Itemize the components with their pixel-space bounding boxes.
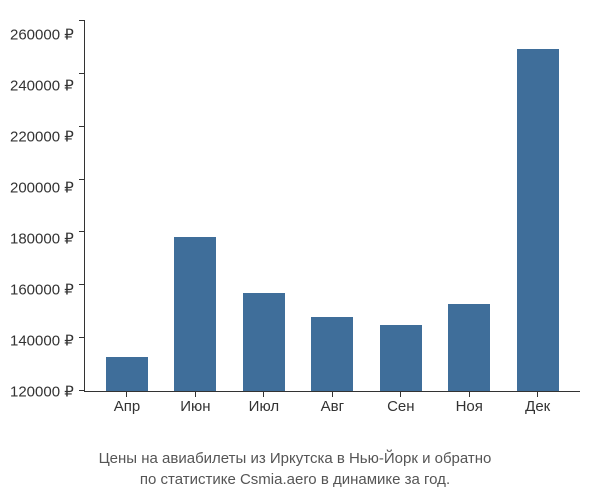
- chart-container: 260000 ₽ 240000 ₽ 220000 ₽ 200000 ₽ 180000 ₽…: [10, 20, 580, 392]
- x-tick: [195, 391, 196, 397]
- bar-slot: [302, 20, 362, 391]
- plot-area: [84, 20, 580, 392]
- bar-slot: [508, 20, 568, 391]
- bar: [517, 49, 559, 391]
- bar-slot: [97, 20, 157, 391]
- bar: [448, 304, 490, 391]
- bar: [174, 237, 216, 391]
- x-tick: [332, 391, 333, 397]
- y-axis-label: 200000 ₽: [10, 181, 74, 196]
- bar: [243, 293, 285, 391]
- y-axis-label: 220000 ₽: [10, 130, 74, 145]
- bar-slot: [439, 20, 499, 391]
- x-tick: [469, 391, 470, 397]
- y-axis: 260000 ₽ 240000 ₽ 220000 ₽ 200000 ₽ 180000 ₽…: [10, 20, 84, 392]
- y-axis-label: 180000 ₽: [10, 232, 74, 247]
- y-axis-label: 120000 ₽: [10, 385, 74, 400]
- y-axis-label: 160000 ₽: [10, 283, 74, 298]
- bar-slot: [234, 20, 294, 391]
- x-tick: [400, 391, 401, 397]
- x-tick: [537, 391, 538, 397]
- chart-caption: Цены на авиабилеты из Иркутска в Нью-Йор…: [10, 448, 580, 490]
- x-tick: [126, 391, 127, 397]
- y-axis-label: 240000 ₽: [10, 79, 74, 94]
- y-axis-label: 140000 ₽: [10, 334, 74, 349]
- bar: [311, 317, 353, 391]
- bar: [380, 325, 422, 391]
- bar-slot: [371, 20, 431, 391]
- x-ticks: [85, 391, 580, 397]
- bar: [106, 357, 148, 391]
- y-axis-label: 260000 ₽: [10, 28, 74, 43]
- bars-area: [85, 20, 580, 391]
- x-tick: [263, 391, 264, 397]
- bar-slot: [165, 20, 225, 391]
- caption-line-2: по статистике Csmia.aero в динамике за г…: [140, 471, 450, 488]
- caption-line-1: Цены на авиабилеты из Иркутска в Нью-Йор…: [99, 450, 492, 467]
